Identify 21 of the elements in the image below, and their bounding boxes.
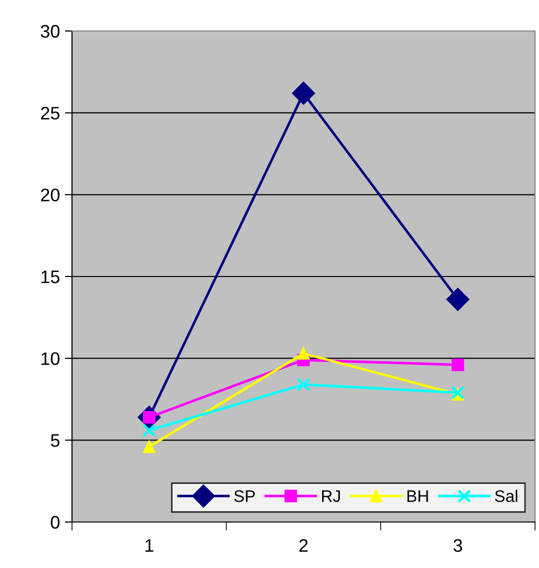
y-tick-label: 10 <box>41 352 60 366</box>
legend-label: BH <box>407 490 428 502</box>
legend-label: Sal <box>495 490 518 502</box>
y-tick-label: 20 <box>41 188 60 202</box>
x-tick-label: 2 <box>299 539 308 552</box>
y-tick-label: 15 <box>41 270 60 284</box>
point <box>296 378 310 392</box>
y-tick-label: 25 <box>41 106 60 120</box>
x-tick-label: 3 <box>454 539 462 552</box>
legend-label: RJ <box>322 490 340 502</box>
point <box>297 347 310 360</box>
point <box>446 288 470 311</box>
point <box>142 424 156 438</box>
y-tick-label: 5 <box>50 434 60 447</box>
y-tick-label: 30 <box>40 24 60 38</box>
legend-label: SP <box>234 490 255 502</box>
x-tick-label: 1 <box>146 539 154 552</box>
point <box>292 82 315 105</box>
point <box>142 440 156 453</box>
point <box>452 358 464 372</box>
y-tick-label: 0 <box>50 516 60 529</box>
